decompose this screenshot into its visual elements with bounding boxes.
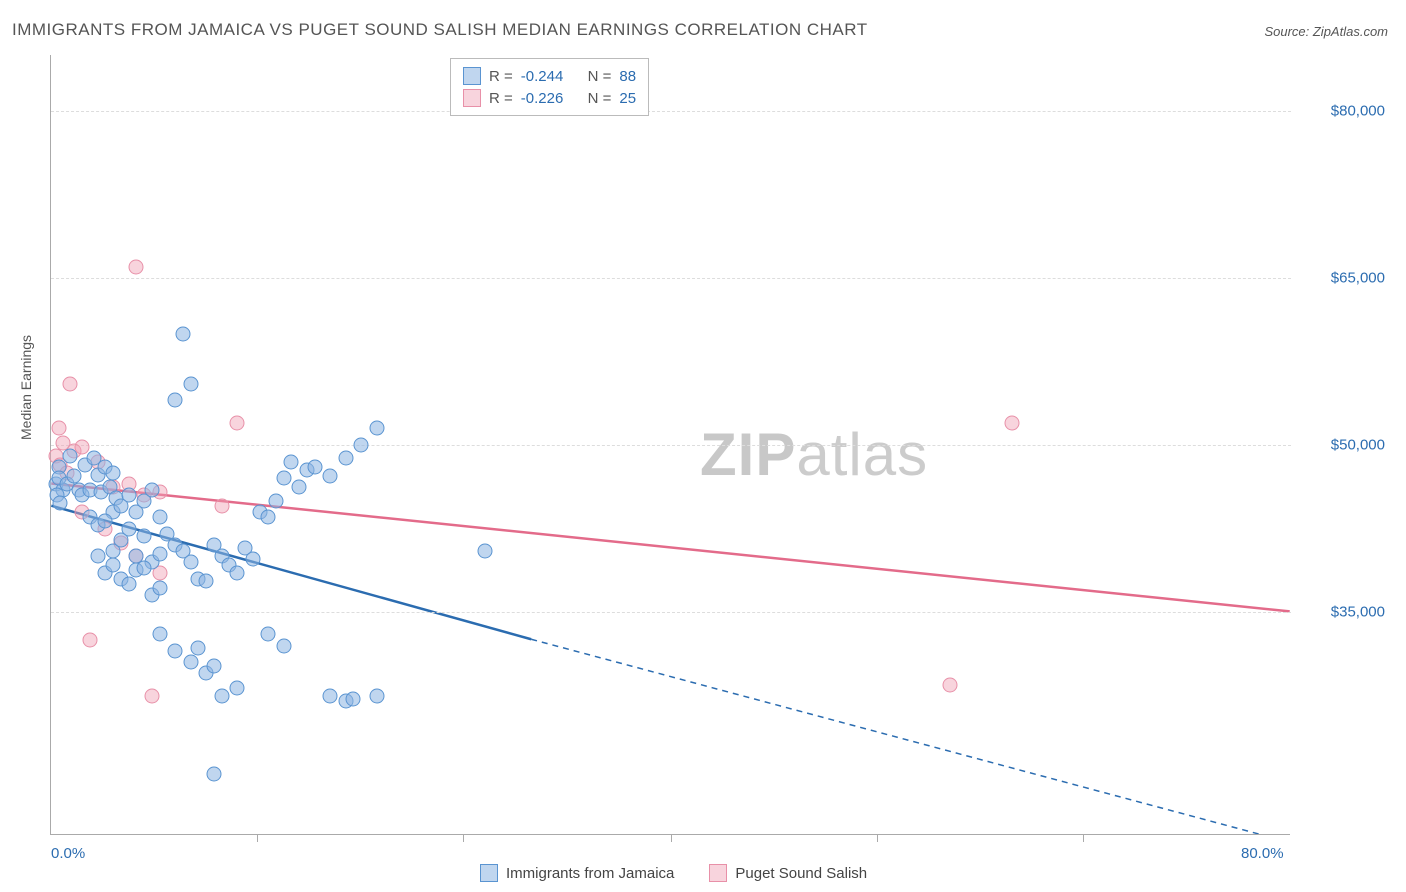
scatter-point bbox=[152, 627, 167, 642]
scatter-point bbox=[199, 573, 214, 588]
scatter-point bbox=[129, 259, 144, 274]
scatter-point bbox=[82, 633, 97, 648]
scatter-point bbox=[152, 580, 167, 595]
scatter-point bbox=[75, 440, 90, 455]
chart-title: IMMIGRANTS FROM JAMAICA VS PUGET SOUND S… bbox=[12, 20, 868, 40]
scatter-point bbox=[191, 640, 206, 655]
scatter-point bbox=[152, 547, 167, 562]
stats-legend: R = -0.244 N = 88 R = -0.226 N = 25 bbox=[450, 58, 649, 116]
scatter-point bbox=[144, 482, 159, 497]
scatter-point bbox=[121, 521, 136, 536]
series-legend: Immigrants from Jamaica Puget Sound Sali… bbox=[480, 864, 867, 882]
scatter-point bbox=[206, 658, 221, 673]
scatter-point bbox=[338, 451, 353, 466]
y-tick-label: $35,000 bbox=[1331, 604, 1385, 621]
chart-plot-area: $35,000$50,000$65,000$80,0000.0%80.0% bbox=[50, 55, 1290, 835]
r-label: R = bbox=[489, 90, 513, 107]
scatter-point bbox=[369, 688, 384, 703]
scatter-point bbox=[307, 460, 322, 475]
scatter-point bbox=[62, 449, 77, 464]
n-value-blue: 88 bbox=[619, 68, 636, 85]
source-label: Source: ZipAtlas.com bbox=[1264, 24, 1388, 39]
scatter-point bbox=[90, 549, 105, 564]
scatter-point bbox=[183, 555, 198, 570]
gridline bbox=[51, 445, 1291, 446]
scatter-point bbox=[62, 376, 77, 391]
x-tick-label: 80.0% bbox=[1241, 845, 1284, 862]
x-tick bbox=[671, 834, 672, 842]
scatter-point bbox=[98, 513, 113, 528]
y-tick-label: $50,000 bbox=[1331, 437, 1385, 454]
scatter-point bbox=[245, 551, 260, 566]
gridline bbox=[51, 612, 1291, 613]
n-value-pink: 25 bbox=[619, 90, 636, 107]
x-tick bbox=[257, 834, 258, 842]
scatter-point bbox=[1005, 415, 1020, 430]
gridline bbox=[51, 111, 1291, 112]
scatter-point bbox=[284, 454, 299, 469]
scatter-point bbox=[354, 438, 369, 453]
scatter-point bbox=[230, 415, 245, 430]
scatter-point bbox=[230, 566, 245, 581]
r-value-blue: -0.244 bbox=[521, 68, 564, 85]
n-label: N = bbox=[588, 68, 612, 85]
x-tick-label: 0.0% bbox=[51, 845, 85, 862]
scatter-point bbox=[121, 577, 136, 592]
scatter-point bbox=[121, 488, 136, 503]
r-value-pink: -0.226 bbox=[521, 90, 564, 107]
r-label: R = bbox=[489, 68, 513, 85]
legend-swatch-blue bbox=[463, 67, 481, 85]
scatter-point bbox=[168, 644, 183, 659]
legend-label-blue: Immigrants from Jamaica bbox=[506, 865, 674, 882]
scatter-point bbox=[943, 677, 958, 692]
scatter-point bbox=[292, 480, 307, 495]
scatter-point bbox=[230, 680, 245, 695]
scatter-point bbox=[323, 469, 338, 484]
scatter-point bbox=[183, 655, 198, 670]
scatter-point bbox=[369, 421, 384, 436]
legend-swatch-blue bbox=[480, 864, 498, 882]
scatter-point bbox=[51, 421, 66, 436]
scatter-point bbox=[214, 688, 229, 703]
scatter-point bbox=[276, 471, 291, 486]
scatter-point bbox=[137, 560, 152, 575]
scatter-point bbox=[183, 376, 198, 391]
scatter-point bbox=[152, 510, 167, 525]
n-label: N = bbox=[588, 90, 612, 107]
scatter-point bbox=[276, 638, 291, 653]
gridline bbox=[51, 278, 1291, 279]
scatter-point bbox=[346, 692, 361, 707]
y-axis-label: Median Earnings bbox=[18, 335, 34, 440]
scatter-point bbox=[323, 688, 338, 703]
x-tick bbox=[1083, 834, 1084, 842]
x-tick bbox=[463, 834, 464, 842]
scatter-point bbox=[137, 529, 152, 544]
scatter-point bbox=[106, 465, 121, 480]
scatter-point bbox=[214, 499, 229, 514]
legend-swatch-pink bbox=[709, 864, 727, 882]
scatter-point bbox=[268, 493, 283, 508]
scatter-point bbox=[478, 543, 493, 558]
y-tick-label: $80,000 bbox=[1331, 102, 1385, 119]
scatter-point bbox=[206, 766, 221, 781]
x-tick bbox=[877, 834, 878, 842]
scatter-point bbox=[168, 393, 183, 408]
legend-label-pink: Puget Sound Salish bbox=[735, 865, 867, 882]
scatter-point bbox=[175, 326, 190, 341]
y-tick-label: $65,000 bbox=[1331, 269, 1385, 286]
scatter-point bbox=[261, 627, 276, 642]
scatter-point bbox=[53, 495, 68, 510]
legend-swatch-pink bbox=[463, 89, 481, 107]
scatter-point bbox=[261, 510, 276, 525]
scatter-point bbox=[144, 688, 159, 703]
